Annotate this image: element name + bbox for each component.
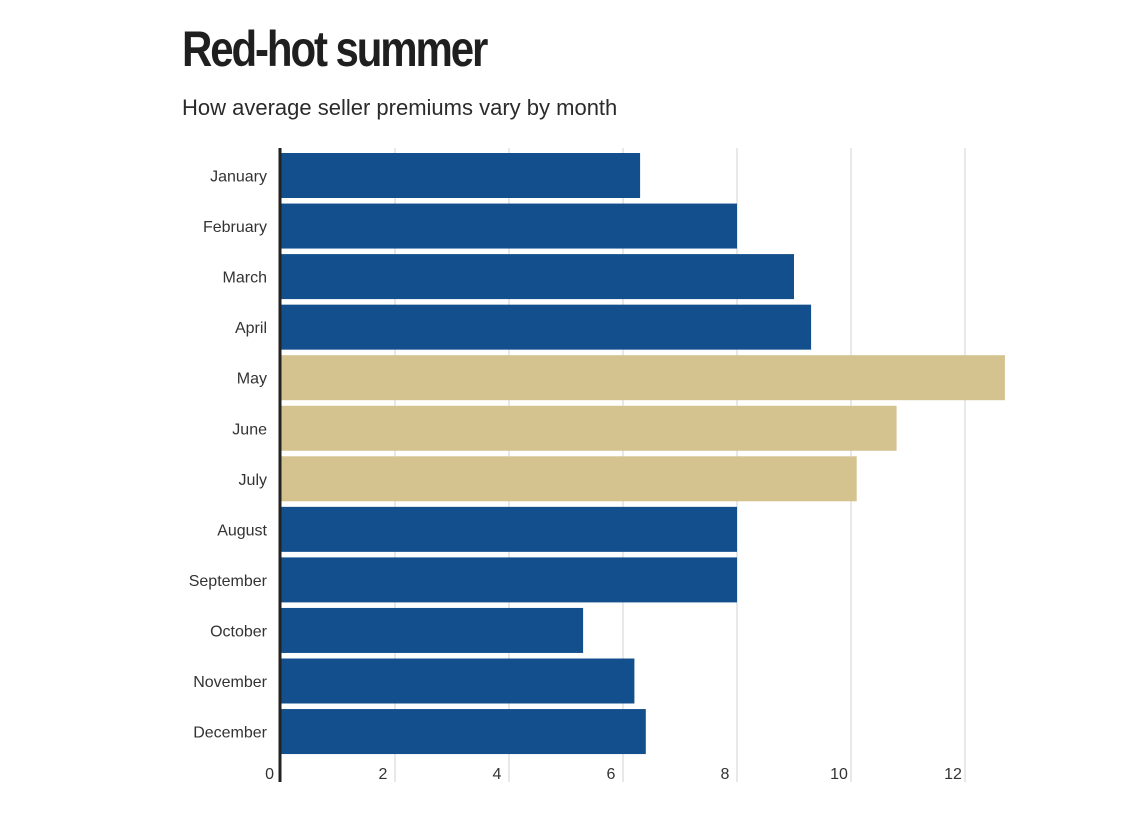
category-label: January — [210, 169, 267, 186]
chart-subtitle: How average seller premiums vary by mont… — [182, 95, 618, 120]
bar-march — [281, 254, 794, 300]
bar-february — [281, 203, 737, 249]
category-labels: January February March April May June July Augu… — [189, 169, 268, 742]
bar-august — [281, 506, 737, 552]
category-label: December — [193, 725, 267, 742]
tick-labels: 0 2 4 6 8 10 12 — [265, 766, 962, 783]
category-label: May — [237, 371, 267, 388]
chart-title: Red-hot summer — [182, 21, 488, 77]
bar-april — [281, 304, 812, 350]
category-label: September — [189, 573, 268, 590]
bar-september — [281, 557, 737, 603]
bar-may — [281, 355, 1005, 401]
category-label: February — [203, 219, 267, 236]
x-tick-label: 12 — [944, 766, 962, 783]
bar-november — [281, 658, 635, 704]
category-label: August — [217, 522, 267, 539]
category-label: November — [193, 674, 267, 691]
x-tick-label: 0 — [265, 766, 274, 783]
category-label: October — [210, 623, 268, 640]
x-tick-label: 4 — [493, 766, 502, 783]
x-tick-label: 10 — [830, 766, 848, 783]
bar-january — [281, 153, 641, 198]
x-tick-label: 6 — [607, 766, 616, 783]
bars — [281, 153, 1005, 755]
category-label: June — [232, 421, 267, 438]
bar-july — [281, 456, 857, 502]
x-tick-label: 8 — [721, 766, 730, 783]
category-label: April — [235, 320, 267, 337]
bar-october — [281, 607, 584, 653]
category-label: March — [223, 270, 267, 287]
category-label: July — [239, 472, 267, 489]
bar-december — [281, 709, 646, 755]
bar-june — [281, 405, 897, 451]
x-tick-label: 2 — [379, 766, 388, 783]
